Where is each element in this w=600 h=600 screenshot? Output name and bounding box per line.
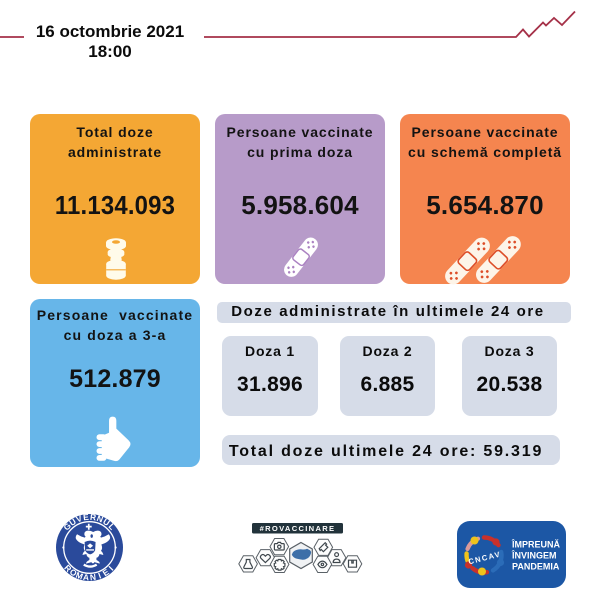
svg-text:ÎMPREUNĂ: ÎMPREUNĂ (511, 539, 561, 550)
svg-text:N: N (89, 572, 96, 583)
svg-text:PANDEMIA: PANDEMIA (512, 562, 560, 572)
svg-text:U: U (67, 516, 78, 528)
svg-text:I: I (107, 564, 116, 573)
svg-text:ÎNVINGEM: ÎNVINGEM (511, 550, 557, 561)
svg-text:L: L (106, 521, 117, 532)
svg-text:#ROVACCINARE: #ROVACCINARE (260, 524, 336, 533)
svg-text:R: R (62, 563, 73, 574)
svg-text:Â: Â (82, 571, 89, 583)
svg-text:N: N (95, 513, 104, 524)
svg-text:I: I (97, 570, 103, 580)
svg-text:G: G (61, 521, 73, 533)
svg-text:E: E (83, 513, 90, 522)
svg-text:M: M (74, 570, 84, 582)
svg-text:U: U (101, 516, 112, 528)
svg-text:V: V (75, 513, 84, 524)
svg-text:O: O (68, 567, 79, 579)
svg-text:E: E (101, 567, 111, 579)
svg-text:R: R (89, 513, 96, 522)
